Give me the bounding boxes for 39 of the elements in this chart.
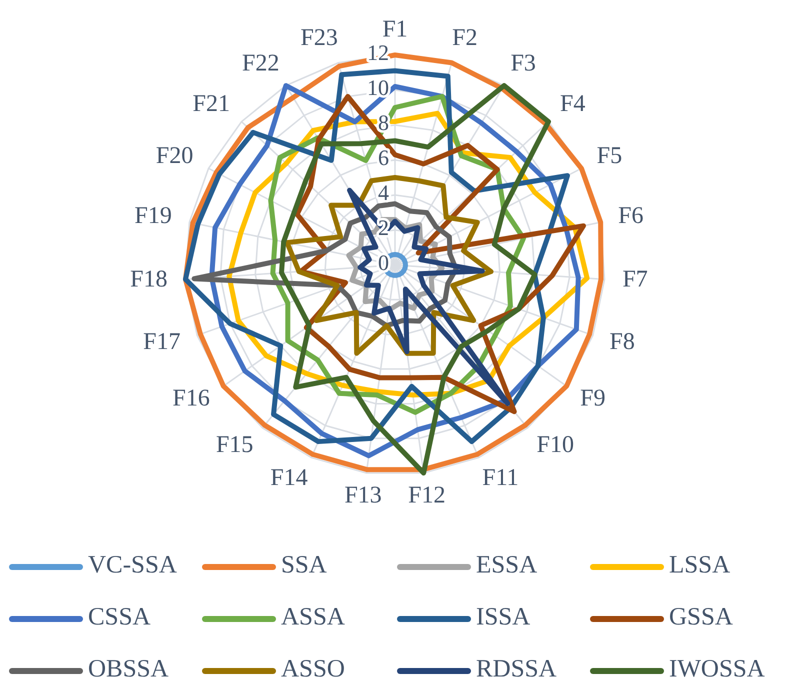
legend-label: ISSA <box>476 604 530 631</box>
legend-label: SSA <box>281 552 327 579</box>
spoke-label: F9 <box>580 385 606 412</box>
spoke-label: F16 <box>172 385 210 412</box>
spoke-label: F8 <box>609 328 635 355</box>
legend-label: ASSA <box>281 604 345 631</box>
spoke-label: F20 <box>156 142 194 169</box>
y-tick-label: 8 <box>378 110 389 136</box>
spoke-label: F18 <box>130 266 168 292</box>
spoke-label: F6 <box>618 202 644 229</box>
legend-label: ASSO <box>281 656 345 681</box>
spoke-label: F13 <box>344 482 382 508</box>
legend-label: RDSSA <box>476 656 557 681</box>
spoke-label: F4 <box>560 90 586 117</box>
spoke-label: F3 <box>510 50 536 77</box>
spoke-label: F23 <box>300 25 338 52</box>
spoke-label: F11 <box>482 465 519 492</box>
spoke-label: F1 <box>382 16 408 43</box>
spoke-label: F10 <box>536 432 574 458</box>
spoke-label: F15 <box>216 432 254 458</box>
spoke-label: F19 <box>134 202 172 229</box>
y-tick-label: 4 <box>378 180 389 206</box>
spoke-label: F7 <box>622 266 648 292</box>
spoke-label: F22 <box>242 50 280 77</box>
legend-label: CSSA <box>88 604 151 631</box>
spoke-label: F5 <box>596 142 622 169</box>
legend-label: VC-SSA <box>88 552 177 579</box>
y-tick-label: 6 <box>378 145 389 170</box>
spoke-label: F2 <box>452 25 478 52</box>
legend-label: ESSA <box>476 552 538 579</box>
spoke-label: F21 <box>192 90 230 117</box>
y-tick-label: 10 <box>367 75 389 100</box>
spoke-label: F14 <box>270 465 308 492</box>
legend-label: OBSSA <box>88 656 169 681</box>
legend-label: IWOSSA <box>669 656 765 681</box>
legend-label: GSSA <box>669 604 733 631</box>
legend-label: LSSA <box>669 552 730 579</box>
spoke-label: F17 <box>143 328 181 355</box>
spoke-label: F12 <box>408 482 446 508</box>
